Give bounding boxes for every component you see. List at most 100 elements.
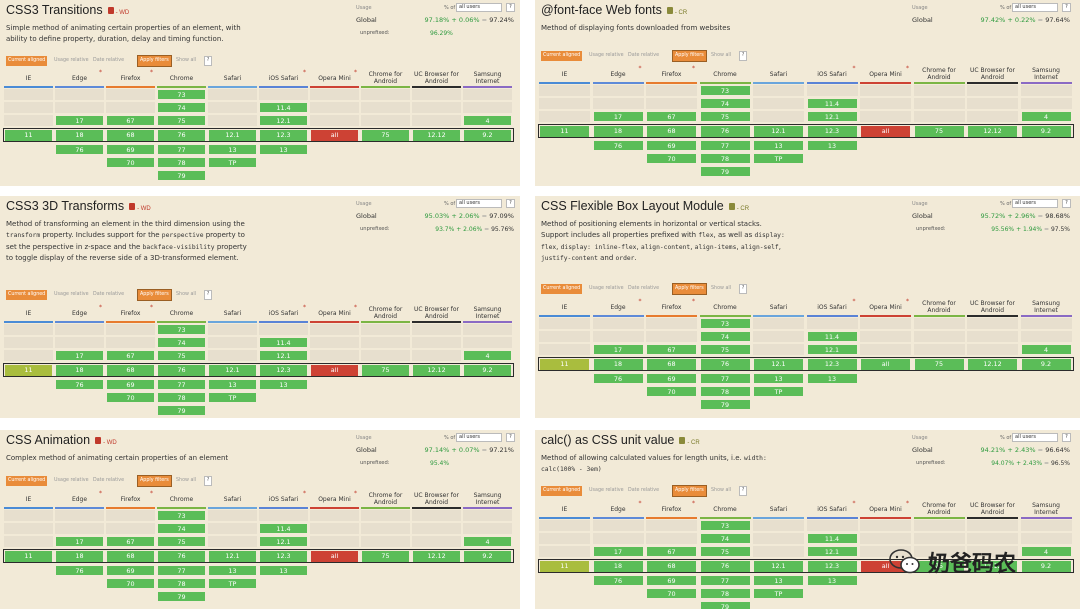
version-cell[interactable]: 67 (106, 536, 155, 547)
users-select[interactable]: all users (1012, 199, 1058, 208)
version-cell[interactable]: 73 (157, 324, 206, 335)
future-version-cell[interactable]: 69 (106, 565, 155, 576)
show-all-button[interactable]: Show all (711, 488, 732, 493)
filters-help-button[interactable]: ? (204, 476, 212, 486)
version-cell[interactable]: 67 (646, 111, 697, 122)
date-relative-button[interactable]: Date relative (93, 58, 125, 63)
version-cell[interactable]: 17 (55, 115, 104, 126)
version-cell[interactable]: 12.1 (806, 546, 858, 557)
feature-title-text[interactable]: CSS3 Transitions (6, 3, 103, 17)
version-cell[interactable]: 4 (463, 350, 512, 361)
usage-relative-button[interactable]: Usage relative (54, 58, 89, 63)
version-cell[interactable]: 67 (646, 344, 697, 355)
date-relative-button[interactable]: Date relative (628, 286, 660, 291)
future-version-cell[interactable]: 79 (699, 601, 751, 609)
future-version-cell[interactable]: 76 (592, 140, 644, 151)
future-version-cell[interactable]: 77 (699, 140, 751, 151)
date-relative-button[interactable]: Date relative (93, 292, 125, 297)
version-cell[interactable]: 11.4 (259, 102, 308, 113)
future-version-cell[interactable]: 70 (106, 392, 155, 403)
spec-status[interactable]: - CR (687, 440, 700, 446)
users-select[interactable]: all users (1012, 433, 1058, 442)
version-cell[interactable]: 12.1 (806, 344, 858, 355)
version-cell[interactable]: 4 (1020, 111, 1072, 122)
show-all-button[interactable]: Show all (176, 292, 197, 297)
version-cell[interactable]: 75 (157, 115, 206, 126)
version-cell[interactable]: 17 (55, 536, 104, 547)
version-cell[interactable]: 11.4 (259, 523, 308, 534)
filters-help-button[interactable]: ? (739, 486, 747, 496)
current-aligned-button[interactable]: Current aligned (6, 290, 48, 300)
usage-help-button[interactable]: ? (1062, 199, 1071, 208)
version-cell[interactable]: 67 (106, 350, 155, 361)
usage-help-button[interactable]: ? (506, 3, 515, 12)
future-version-cell[interactable]: 77 (699, 575, 751, 586)
future-version-cell[interactable]: 77 (157, 144, 206, 155)
feature-title[interactable]: CSS Flexible Box Layout Module - CR (541, 199, 749, 213)
future-version-cell[interactable]: 78 (699, 153, 751, 164)
future-version-cell[interactable]: 13 (208, 144, 257, 155)
future-version-cell[interactable]: TP (208, 578, 257, 589)
future-version-cell[interactable]: 76 (55, 565, 104, 576)
future-version-cell[interactable]: TP (208, 157, 257, 168)
future-version-cell[interactable]: 70 (646, 153, 697, 164)
spec-status[interactable]: - CR (736, 206, 750, 212)
date-relative-button[interactable]: Date relative (628, 488, 660, 493)
future-version-cell[interactable]: TP (753, 153, 804, 164)
future-version-cell[interactable]: 78 (157, 157, 206, 168)
version-cell[interactable]: 75 (157, 536, 206, 547)
version-cell[interactable]: 17 (592, 344, 644, 355)
version-cell[interactable]: 73 (699, 318, 751, 329)
version-cell[interactable]: 74 (699, 98, 751, 109)
future-version-cell[interactable]: 78 (157, 578, 206, 589)
version-cell[interactable]: 12.1 (259, 536, 308, 547)
spec-status[interactable]: - WD (137, 206, 151, 212)
future-version-cell[interactable]: 70 (646, 588, 697, 599)
future-version-cell[interactable]: 76 (55, 144, 104, 155)
usage-relative-button[interactable]: Usage relative (589, 286, 624, 291)
users-select[interactable]: all users (456, 199, 502, 208)
future-version-cell[interactable]: 79 (699, 399, 751, 410)
future-version-cell[interactable]: TP (753, 386, 804, 397)
future-version-cell[interactable]: 13 (208, 379, 257, 390)
future-version-cell[interactable]: 70 (646, 386, 697, 397)
feature-title-text[interactable]: CSS3 3D Transforms (6, 199, 125, 213)
future-version-cell[interactable]: 69 (646, 373, 697, 384)
feature-title-text[interactable]: @font-face Web fonts (541, 3, 662, 17)
spec-icon[interactable] (728, 203, 735, 210)
future-version-cell[interactable]: 78 (699, 386, 751, 397)
usage-help-button[interactable]: ? (506, 199, 515, 208)
usage-help-button[interactable]: ? (506, 433, 515, 442)
spec-status[interactable]: - WD (115, 10, 130, 16)
version-cell[interactable]: 17 (592, 546, 644, 557)
current-aligned-button[interactable]: Current aligned (541, 486, 583, 496)
filters-help-button[interactable]: ? (204, 290, 212, 300)
usage-relative-button[interactable]: Usage relative (54, 478, 89, 483)
show-all-button[interactable]: Show all (176, 58, 197, 63)
version-cell[interactable]: 12.1 (806, 111, 858, 122)
spec-status[interactable]: - CR (674, 10, 688, 16)
version-cell[interactable]: 4 (1020, 344, 1072, 355)
usage-help-button[interactable]: ? (1062, 3, 1071, 12)
future-version-cell[interactable]: 76 (592, 575, 644, 586)
usage-help-button[interactable]: ? (1062, 433, 1071, 442)
future-version-cell[interactable]: 13 (208, 565, 257, 576)
feature-title-text[interactable]: CSS Flexible Box Layout Module (541, 199, 724, 213)
future-version-cell[interactable]: 79 (157, 405, 206, 416)
future-version-cell[interactable]: 77 (699, 373, 751, 384)
current-aligned-button[interactable]: Current aligned (6, 56, 48, 66)
version-cell[interactable]: 11.4 (806, 98, 858, 109)
future-version-cell[interactable]: 69 (646, 140, 697, 151)
version-cell[interactable]: 74 (699, 533, 751, 544)
date-relative-button[interactable]: Date relative (628, 53, 660, 58)
future-version-cell[interactable]: 13 (259, 144, 308, 155)
spec-icon[interactable] (679, 437, 686, 444)
spec-icon[interactable] (95, 437, 102, 444)
version-cell[interactable]: 67 (646, 546, 697, 557)
version-cell[interactable]: 75 (699, 111, 751, 122)
version-cell[interactable]: 73 (157, 510, 206, 521)
version-cell[interactable]: 17 (55, 350, 104, 361)
spec-icon[interactable] (129, 203, 136, 210)
future-version-cell[interactable]: TP (753, 588, 804, 599)
future-version-cell[interactable]: 76 (55, 379, 104, 390)
